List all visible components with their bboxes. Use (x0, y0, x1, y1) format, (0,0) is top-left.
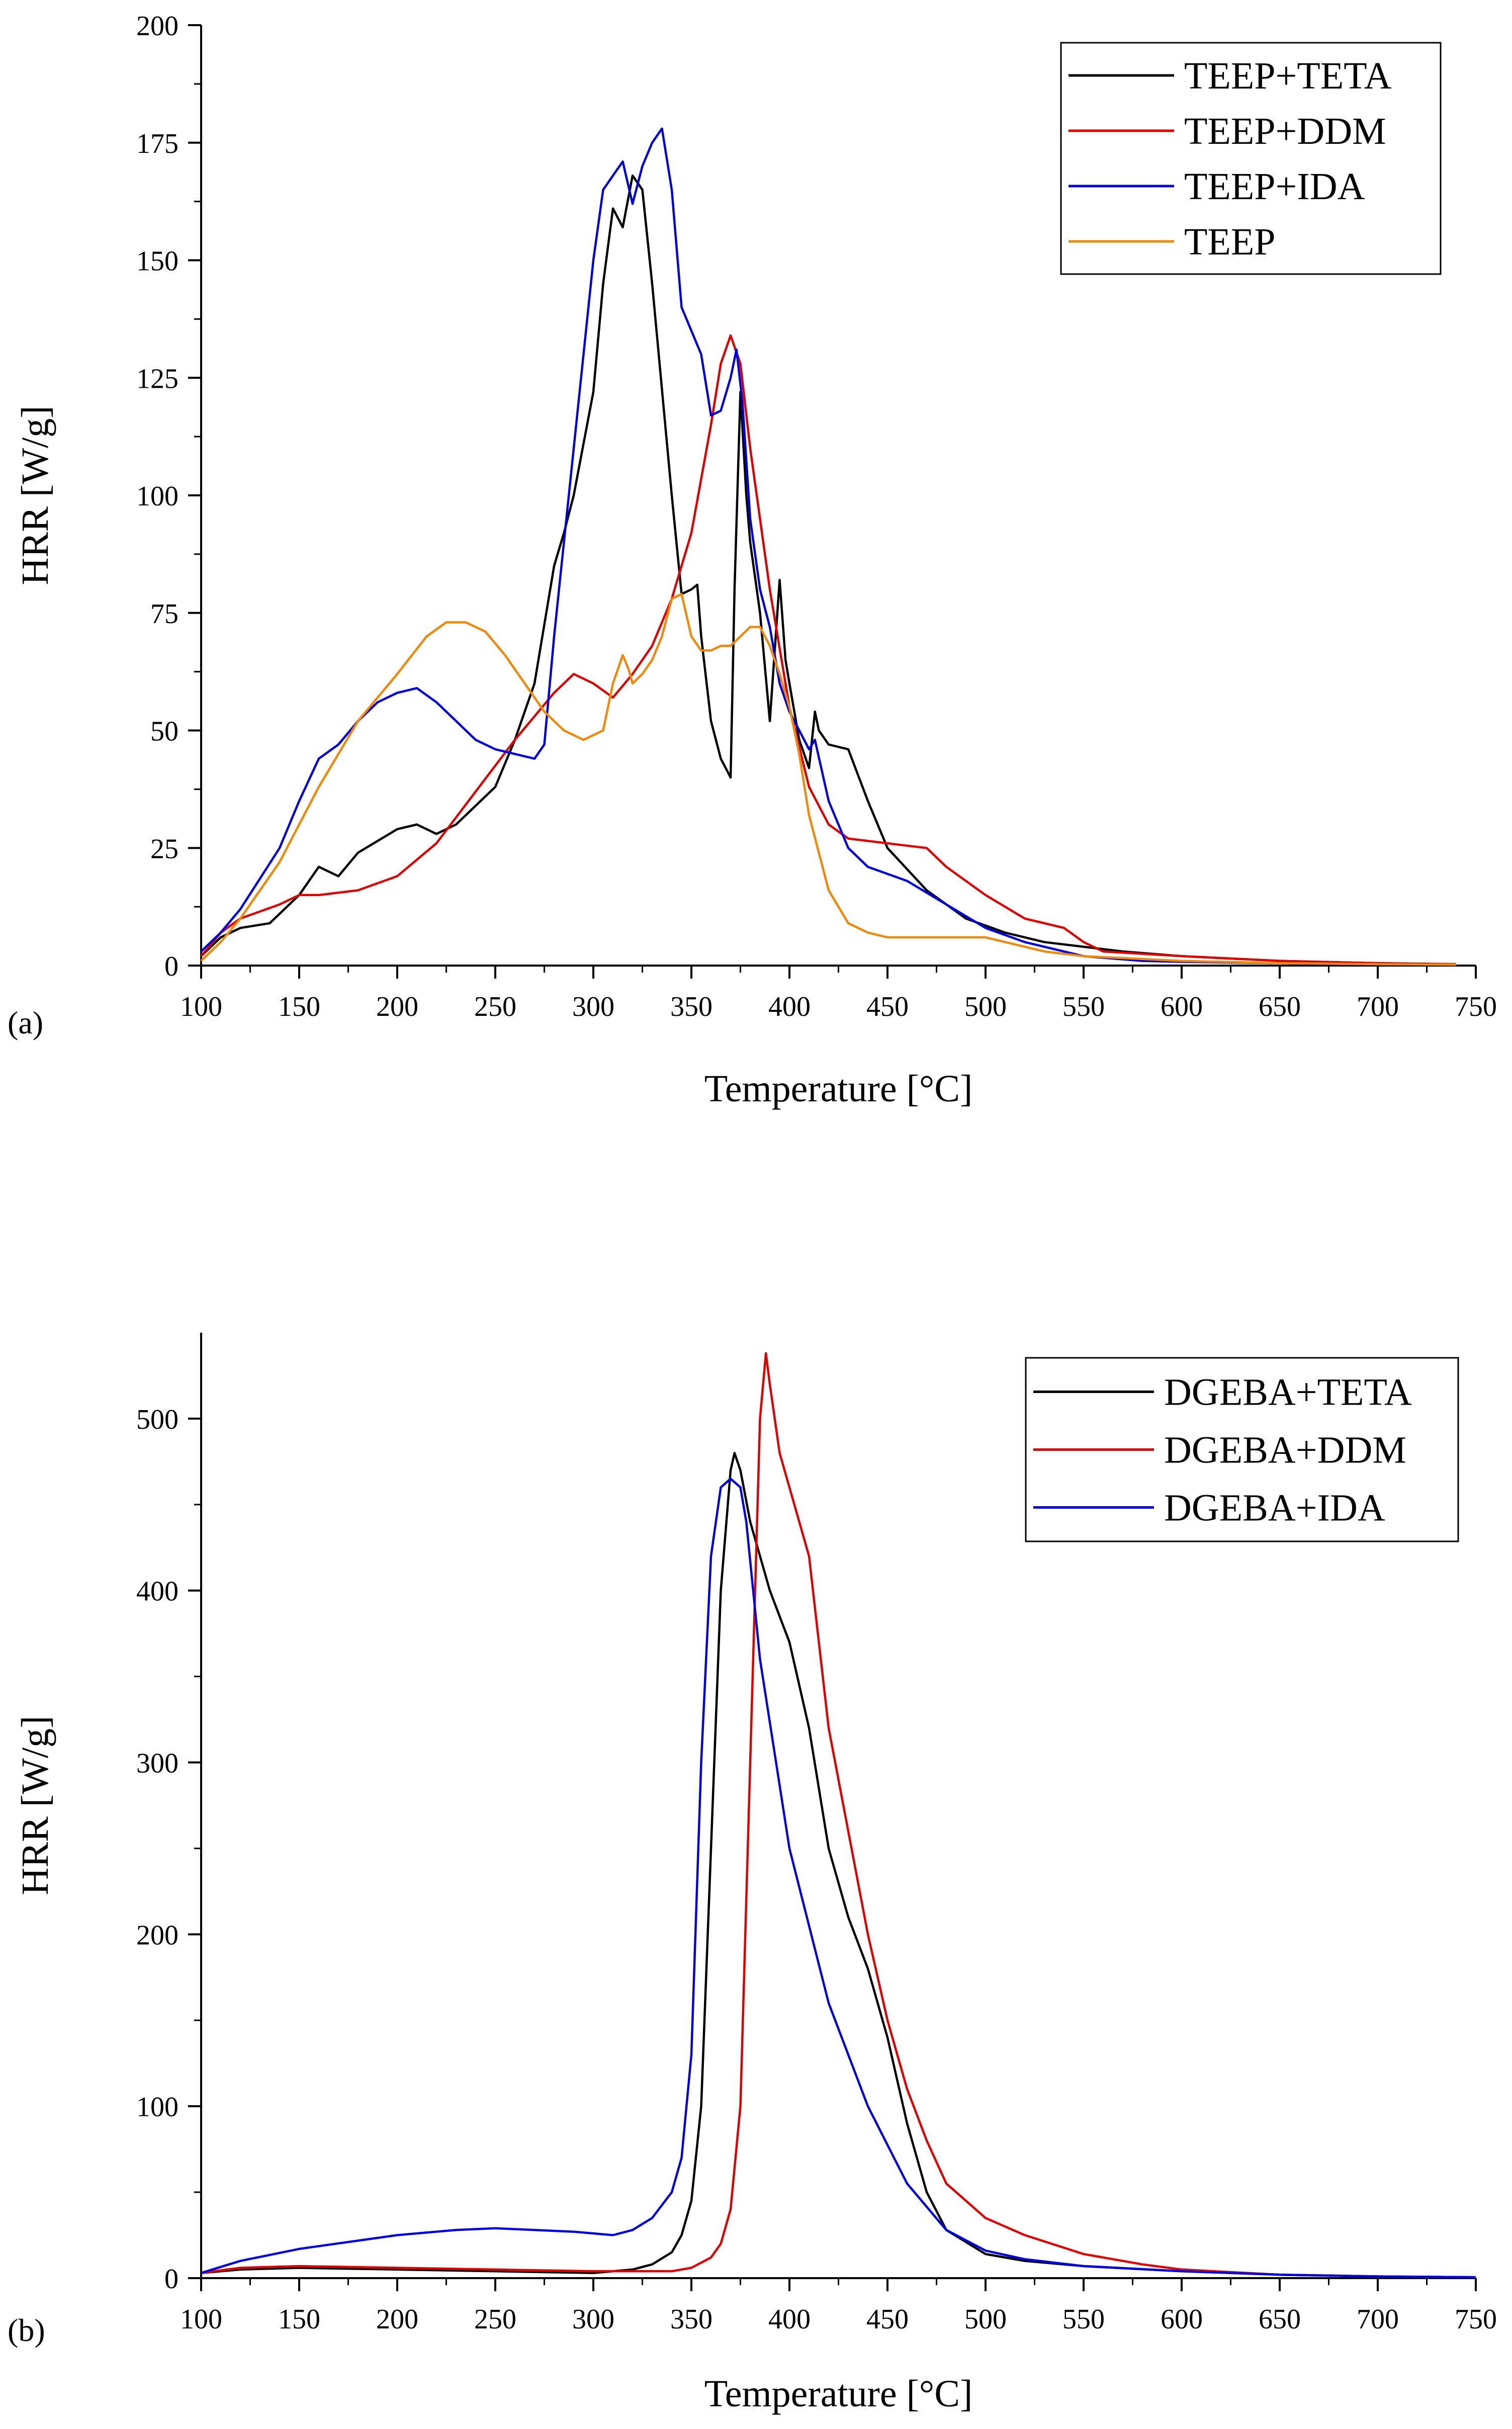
panel-a-legend-label: TEEP+DDM (1184, 110, 1386, 152)
panel-b-legend-label: DGEBA+TETA (1164, 1371, 1412, 1414)
panel-a-legend-label: TEEP+TETA (1184, 55, 1392, 97)
panel-a-y-tick-label: 50 (150, 716, 179, 747)
panel-a-legend-label: TEEP+IDA (1184, 165, 1365, 208)
panel-a-y-tick-label: 75 (150, 598, 179, 630)
panel-b-y-tick-label: 500 (136, 1404, 179, 1435)
panel-a-y-axis-label: HRR [W/g] (14, 406, 56, 585)
panel-b-x-tick-label: 700 (1357, 2304, 1399, 2335)
panel-b-x-tick-label: 300 (572, 2304, 614, 2335)
panel-a-y-tick-label: 0 (164, 951, 179, 982)
panel-b-x-axis-label: Temperature [°C] (704, 2373, 973, 2415)
panel-b-x-tick-label: 550 (1062, 2304, 1105, 2335)
panel-a-series-teep-ida (200, 127, 1457, 966)
panel-a-label: (a) (8, 1005, 43, 1040)
panel-b-y-tick-label: 300 (136, 1748, 179, 1779)
panel-a-series-teep-ddm (200, 334, 1457, 966)
panel-a-y-tick-label: 175 (136, 128, 179, 159)
panel-b-y-axis-label: HRR [W/g] (14, 1716, 56, 1895)
panel-b-x-tick-label: 150 (278, 2304, 320, 2335)
panel-a-x-tick-label: 750 (1455, 991, 1497, 1022)
panel-b-series-dgeba-ida (201, 1478, 1476, 2279)
panel-b-x-tick-label: 200 (376, 2304, 418, 2335)
panel-b-y-tick-label: 100 (136, 2092, 179, 2123)
panel-a-x-tick-label: 150 (278, 991, 320, 1022)
panel-a-series-teep-teta (200, 174, 1457, 966)
panel-b-chart: 100 150 200 250 300 350 400 450 500 550 600 650 700 7… (8, 1333, 1497, 2415)
panel-b-label: (b) (8, 2312, 45, 2348)
panel-a-series-teep (200, 593, 1457, 966)
panel-b-series-dgeba-ddm (201, 1352, 1476, 2279)
panel-a-y-tick-label: 100 (136, 481, 179, 512)
panel-a-x-axis-label: Temperature [°C] (704, 1068, 973, 1110)
panel-a-x-tick-label: 100 (180, 991, 222, 1022)
panel-a-x-tick-label: 650 (1259, 991, 1301, 1022)
panel-b-x-tick-label: 500 (964, 2304, 1007, 2335)
panel-a-y-tick-label: 125 (136, 363, 179, 394)
panel-a-x-tick-label: 500 (964, 991, 1007, 1022)
panel-b-y-tick-label: 0 (164, 2264, 179, 2295)
panel-b-y-tick-label: 200 (136, 1920, 179, 1951)
panel-b-x-tick-label: 250 (474, 2304, 516, 2335)
panel-a-y-tick-label: 150 (136, 246, 179, 277)
panel-a-x-tick-label: 450 (866, 991, 909, 1022)
panel-a-x-tick-label: 700 (1357, 991, 1399, 1022)
panel-a-chart: 100 150 200 250 300 350 400 450 500 550 600 650 700 7… (8, 11, 1497, 1110)
panel-b-x-tick-label: 650 (1259, 2304, 1301, 2335)
panel-a-y-tick-label: 25 (150, 833, 179, 864)
panel-a-x-tick-label: 600 (1161, 991, 1203, 1022)
panel-a-x-tick-label: 550 (1062, 991, 1105, 1022)
panel-b-x-tick-label: 350 (670, 2304, 713, 2335)
panel-b-y-tick-label: 400 (136, 1576, 179, 1607)
panel-b-x-tick-label: 450 (866, 2304, 909, 2335)
panel-b-x-tick-label: 100 (180, 2304, 222, 2335)
panel-a-x-tick-label: 400 (768, 991, 811, 1022)
panel-a-x-tick-label: 200 (376, 991, 418, 1022)
panel-a-x-tick-label: 300 (572, 991, 614, 1022)
panel-b-x-tick-label: 600 (1161, 2304, 1203, 2335)
panel-b-x-tick-label: 750 (1455, 2304, 1497, 2335)
panel-b-legend-label: DGEBA+DDM (1164, 1429, 1406, 1471)
panel-a-legend (1060, 42, 1442, 275)
panel-b-legend-label: DGEBA+IDA (1164, 1487, 1385, 1529)
panel-a-y-tick-label: 200 (136, 11, 179, 42)
panel-b-x-tick-label: 400 (768, 2304, 811, 2335)
panel-a-x-tick-label: 350 (670, 991, 713, 1022)
panel-a-legend-label: TEEP (1184, 221, 1276, 263)
panel-a-x-tick-label: 250 (474, 991, 516, 1022)
